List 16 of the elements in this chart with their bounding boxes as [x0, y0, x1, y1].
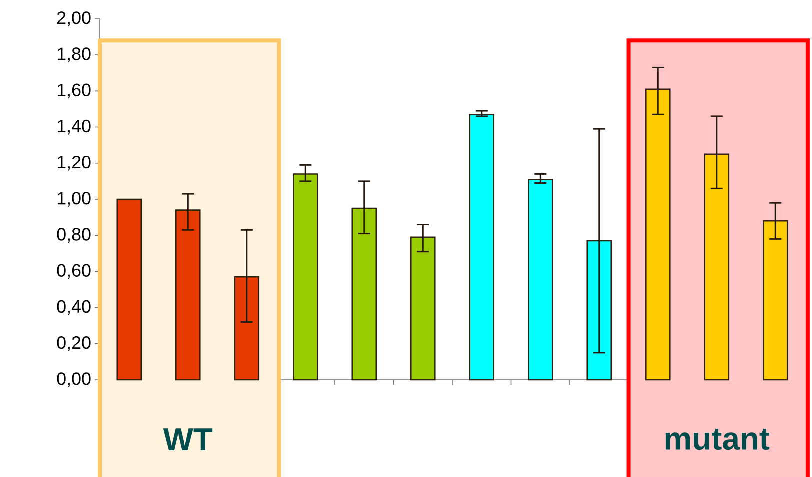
y-tick-label: 1,80: [58, 48, 91, 62]
text: WT: [163, 428, 213, 451]
bar: [528, 178, 554, 381]
y-tick-label: 0,20: [57, 336, 91, 352]
y-tick-label: 2,00: [57, 12, 91, 26]
text: mutant: [666, 429, 770, 450]
y-tick-label: 1,60: [58, 84, 91, 99]
y-tick-label: 1,40: [58, 120, 91, 135]
bar: [469, 114, 495, 381]
y-tick-label: 1,20: [58, 156, 91, 171]
y-tick-label: 0,60: [57, 264, 91, 280]
y-tick-label: 1,00: [58, 192, 91, 207]
y-tick-label: 0,40: [57, 300, 91, 316]
y-tick-label: 0,80: [57, 228, 91, 243]
y-tick-label: 0,00: [57, 372, 91, 388]
bar: [116, 198, 142, 381]
